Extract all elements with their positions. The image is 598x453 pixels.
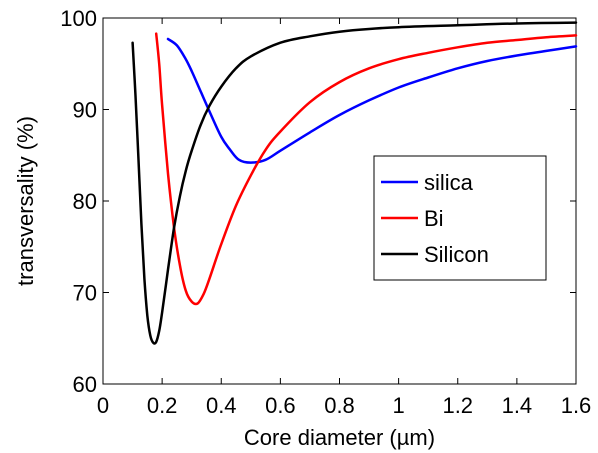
y-tick-label: 80 xyxy=(73,189,97,214)
legend-label-silica: silica xyxy=(424,170,474,195)
y-axis-label: transversality (%) xyxy=(13,116,38,286)
x-tick-label: 1.2 xyxy=(442,393,473,418)
y-tick-label: 100 xyxy=(60,6,97,31)
series-layer xyxy=(131,21,578,345)
x-tick-label: 0 xyxy=(97,393,109,418)
legend: silica Bi Silicon xyxy=(373,155,547,281)
y-tick-label: 60 xyxy=(73,372,97,397)
legend-label-silicon: Silicon xyxy=(424,242,489,267)
x-tick-label: 0.8 xyxy=(324,393,355,418)
tick-labels-layer: 0 0.2 0.4 0.6 0.8 1 1.2 1.4 1.6 60 70 80 90 100 xyxy=(60,6,591,418)
x-tick-label: 1.6 xyxy=(561,393,592,418)
x-tick-label: 1.4 xyxy=(502,393,533,418)
x-tick-label: 1 xyxy=(393,393,405,418)
series-line-silicon xyxy=(131,21,578,345)
series-line-silica xyxy=(166,37,578,164)
x-tick-label: 0.2 xyxy=(147,393,178,418)
y-tick-label: 90 xyxy=(73,98,97,123)
x-axis-label: Core diameter (µm) xyxy=(244,425,435,450)
ticks-layer xyxy=(102,17,577,385)
x-tick-label: 0.6 xyxy=(265,393,296,418)
x-tick-label: 0.4 xyxy=(206,393,237,418)
legend-label-bi: Bi xyxy=(424,206,444,231)
y-tick-label: 70 xyxy=(73,281,97,306)
